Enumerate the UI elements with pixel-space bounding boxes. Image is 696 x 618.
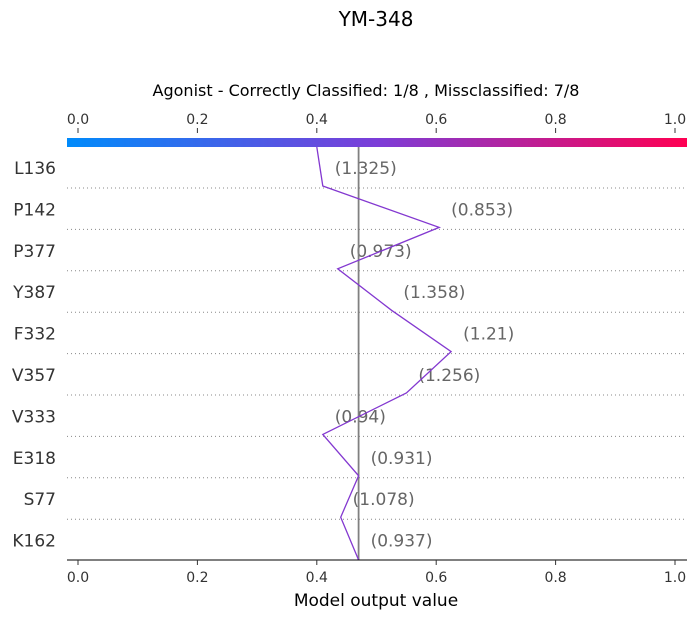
top-axis-tick-label: 0.0 bbox=[67, 112, 89, 128]
bottom-axis-tick-label: 0.2 bbox=[186, 570, 208, 586]
feature-label: P142 bbox=[13, 200, 56, 220]
feature-value: (0.853) bbox=[451, 200, 513, 220]
feature-label: P377 bbox=[13, 242, 56, 262]
colorbar bbox=[67, 138, 687, 147]
top-axis-tick-label: 0.4 bbox=[306, 112, 328, 128]
bottom-axis-tick-label: 0.4 bbox=[306, 570, 328, 586]
feature-value: (1.21) bbox=[463, 325, 514, 345]
feature-label: V357 bbox=[12, 366, 56, 386]
feature-value: (0.931) bbox=[371, 449, 433, 469]
chart-title: YM-348 bbox=[338, 7, 414, 31]
chart-subtitle: Agonist - Correctly Classified: 1/8 , Mi… bbox=[153, 81, 580, 100]
top-axis-tick-label: 0.6 bbox=[425, 112, 447, 128]
grid-lines bbox=[67, 187, 687, 520]
feature-label: Y387 bbox=[12, 283, 56, 303]
feature-label: E318 bbox=[13, 449, 56, 469]
feature-values: (1.325)(0.853)(0.973)(1.358)(1.21)(1.256… bbox=[335, 159, 514, 552]
decision-path bbox=[316, 146, 453, 561]
feature-value: (1.256) bbox=[418, 366, 480, 386]
feature-value: (1.078) bbox=[353, 490, 415, 510]
feature-label: V333 bbox=[12, 407, 56, 427]
bottom-axis-tick-label: 0.6 bbox=[425, 570, 447, 586]
bottom-axis-tick-label: 0.8 bbox=[544, 570, 566, 586]
top-axis: 0.0 0.2 0.4 0.6 0.8 1.0 bbox=[67, 112, 686, 133]
feature-label: F332 bbox=[14, 325, 56, 345]
feature-label: K162 bbox=[12, 532, 56, 552]
feature-value: (1.358) bbox=[403, 283, 465, 303]
top-axis-tick-label: 1.0 bbox=[664, 112, 686, 128]
bottom-axis: 0.0 0.2 0.4 0.6 0.8 1.0 bbox=[67, 560, 686, 586]
feature-labels: L136 P142 P377 Y387 F332 V357 V333 E318 S77 K162 bbox=[12, 159, 56, 552]
x-axis-label: Model output value bbox=[294, 591, 458, 611]
feature-label: S77 bbox=[24, 490, 56, 510]
top-axis-tick-label: 0.8 bbox=[544, 112, 566, 128]
bottom-axis-tick-label: 0.0 bbox=[67, 570, 89, 586]
top-axis-tick-label: 0.2 bbox=[186, 112, 208, 128]
bottom-axis-tick-label: 1.0 bbox=[664, 570, 686, 586]
feature-label: L136 bbox=[14, 159, 56, 179]
feature-value: (1.325) bbox=[335, 159, 397, 179]
feature-value: (0.937) bbox=[371, 532, 433, 552]
